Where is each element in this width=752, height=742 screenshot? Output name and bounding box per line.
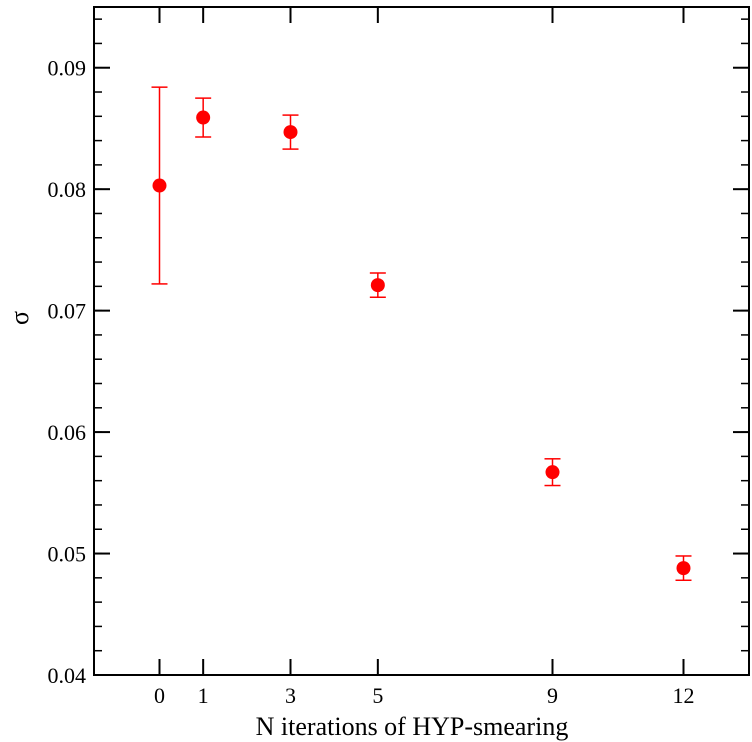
x-axis-title: N iterations of HYP-smearing — [256, 712, 569, 741]
x-tick-labels: 0 1 3 5 9 12 — [154, 683, 695, 708]
data-points — [151, 86, 692, 582]
point-marker — [283, 125, 298, 140]
data-point — [151, 86, 168, 285]
y-tick-label: 0.08 — [48, 177, 87, 202]
y-axis-title: σ — [5, 311, 34, 325]
data-point — [195, 97, 212, 138]
y-tick-label: 0.06 — [48, 420, 87, 445]
x-tick-label: 1 — [198, 683, 209, 708]
y-tick-label: 0.04 — [48, 663, 87, 688]
point-marker — [676, 561, 691, 576]
x-tick-label: 0 — [154, 683, 165, 708]
axis-ticks — [94, 7, 749, 676]
point-marker — [152, 178, 167, 193]
y-tick-label: 0.05 — [48, 542, 87, 567]
data-point — [369, 272, 386, 299]
point-marker — [370, 278, 385, 293]
y-tick-label: 0.07 — [48, 299, 87, 324]
plot-frame — [93, 6, 750, 676]
data-point — [544, 458, 561, 487]
data-point — [675, 555, 692, 582]
x-tick-label: 3 — [285, 683, 296, 708]
point-marker — [545, 465, 560, 480]
y-tick-labels: 0.04 0.05 0.06 0.07 0.08 0.09 — [48, 56, 87, 688]
y-tick-label: 0.09 — [48, 56, 87, 81]
x-tick-label: 12 — [673, 683, 695, 708]
x-tick-label: 9 — [547, 683, 558, 708]
data-point — [282, 114, 299, 150]
point-marker — [196, 110, 211, 125]
x-tick-label: 5 — [372, 683, 383, 708]
